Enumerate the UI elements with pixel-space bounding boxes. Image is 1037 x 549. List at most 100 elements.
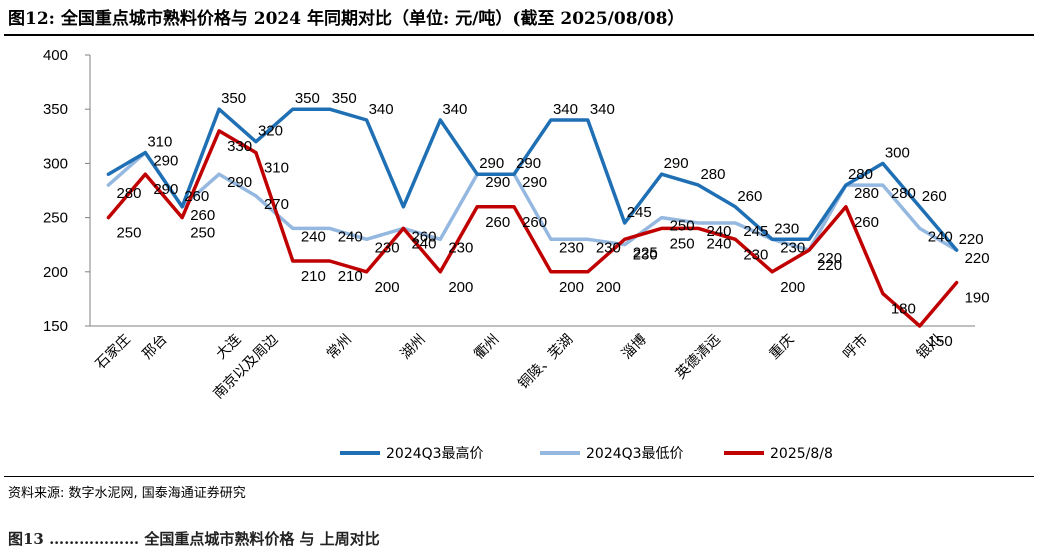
legend-label: 2024Q3最高价 [386,445,484,462]
data-label: 250 [670,218,695,235]
x-category-label: 湖州 [398,332,429,363]
y-tick-label: 350 [43,101,68,118]
y-axis-ticks: 150 200 250 300 350 400 [43,47,90,335]
data-label: 290 [485,174,510,191]
data-label: 280 [700,166,725,183]
data-label: 240 [301,228,326,245]
data-label: 250 [116,225,141,242]
data-label: 290 [153,153,178,170]
data-label: 290 [153,181,178,198]
data-label: 200 [596,279,621,296]
series-line-2024q3-high [106,107,959,252]
data-label: 280 [891,185,916,202]
data-label: 350 [332,90,357,107]
data-label: 240 [706,223,731,240]
x-category-label: 铜陵、芜湖 [515,331,577,393]
data-label: 230 [633,246,658,263]
data-label: 260 [522,214,547,231]
data-label: 240 [928,228,953,245]
data-label: 200 [780,279,805,296]
data-label: 200 [375,279,400,296]
data-label: 240 [338,228,363,245]
data-label: 260 [737,188,762,205]
data-label: 310 [147,134,172,151]
data-label: 225 [633,245,658,262]
x-category-label: 呼市 [839,331,871,363]
data-label: 250 [190,225,215,242]
title-rule [4,34,1034,36]
x-category-label: 衢州 [471,331,503,363]
data-label: 200 [448,279,473,296]
chart-axes [89,55,975,327]
series-line-2025-08-08 [106,129,959,328]
x-category-label: 大连 [213,332,244,363]
data-label: 230 [780,239,805,256]
x-category-label: 邢台 [139,332,170,363]
data-label: 260 [190,207,215,224]
data-label: 220 [817,257,842,274]
y-tick-label: 300 [43,155,68,172]
legend-label: 2025/8/8 [770,446,833,462]
y-tick-label: 400 [43,47,68,64]
data-label: 260 [922,188,947,205]
x-category-label: 英德清远 [672,331,724,383]
data-label: 340 [553,101,578,118]
data-label: 220 [959,231,984,248]
data-label: 240 [411,235,436,252]
data-label: 290 [516,155,541,172]
figure-title: 图12: 全国重点城市熟料价格与 2024 年同期对比（单位: 元/吨）(截至 … [8,9,685,29]
data-label: 250 [670,235,695,252]
series-lines [106,107,959,328]
x-category-label: 淄博 [618,331,650,363]
data-label: 350 [221,90,246,107]
data-label: 290 [479,155,504,172]
chart-legend: 2024Q3最高价 2024Q3最低价 2025/8/8 [340,445,833,462]
data-label: 290 [227,174,252,191]
data-labels: 310 260 350 320 350 350 340 340 290 290 340 340 245 2… [116,90,989,350]
x-category-label: 石家庄 [92,331,134,373]
data-label: 180 [891,300,916,317]
data-label: 300 [885,144,910,161]
data-label: 340 [442,101,467,118]
source-rule [4,476,1034,477]
data-label: 260 [411,228,436,245]
data-label: 310 [264,160,289,177]
source-note: 资料来源: 数字水泥网, 国泰海通证券研究 [8,486,246,501]
data-label: 245 [627,204,652,221]
data-label: 280 [854,185,879,202]
data-label: 200 [559,279,584,296]
y-tick-label: 200 [43,264,68,281]
x-category-label: 常州 [324,332,355,363]
y-tick-label: 150 [43,318,68,335]
data-label: 350 [295,90,320,107]
data-label: 150 [928,333,953,350]
data-label: 340 [590,101,615,118]
legend-label: 2024Q3最低价 [586,446,684,462]
next-figure-title: 图13 ……………… 全国重点城市熟料价格 与 上周对比 [8,530,380,548]
data-label: 260 [485,214,510,231]
data-label: 340 [369,101,394,118]
data-label: 230 [774,220,799,237]
data-label: 210 [301,268,326,285]
data-label: 230 [596,239,621,256]
data-label: 240 [706,235,731,252]
data-label: 330 [227,138,252,155]
data-label: 220 [817,250,842,267]
data-label: 290 [522,174,547,191]
data-label: 280 [116,185,141,202]
data-label: 210 [338,268,363,285]
data-label: 230 [448,239,473,256]
data-label: 260 [854,214,879,231]
data-label: 270 [264,196,289,213]
data-label: 290 [664,155,689,172]
data-label: 320 [258,123,283,140]
data-label: 260 [184,188,209,205]
data-label: 190 [965,290,990,307]
data-label: 230 [375,239,400,256]
data-label: 280 [848,166,873,183]
series-line-2024q3-low [106,150,959,252]
y-tick-label: 250 [43,210,68,227]
data-label: 245 [743,223,768,240]
